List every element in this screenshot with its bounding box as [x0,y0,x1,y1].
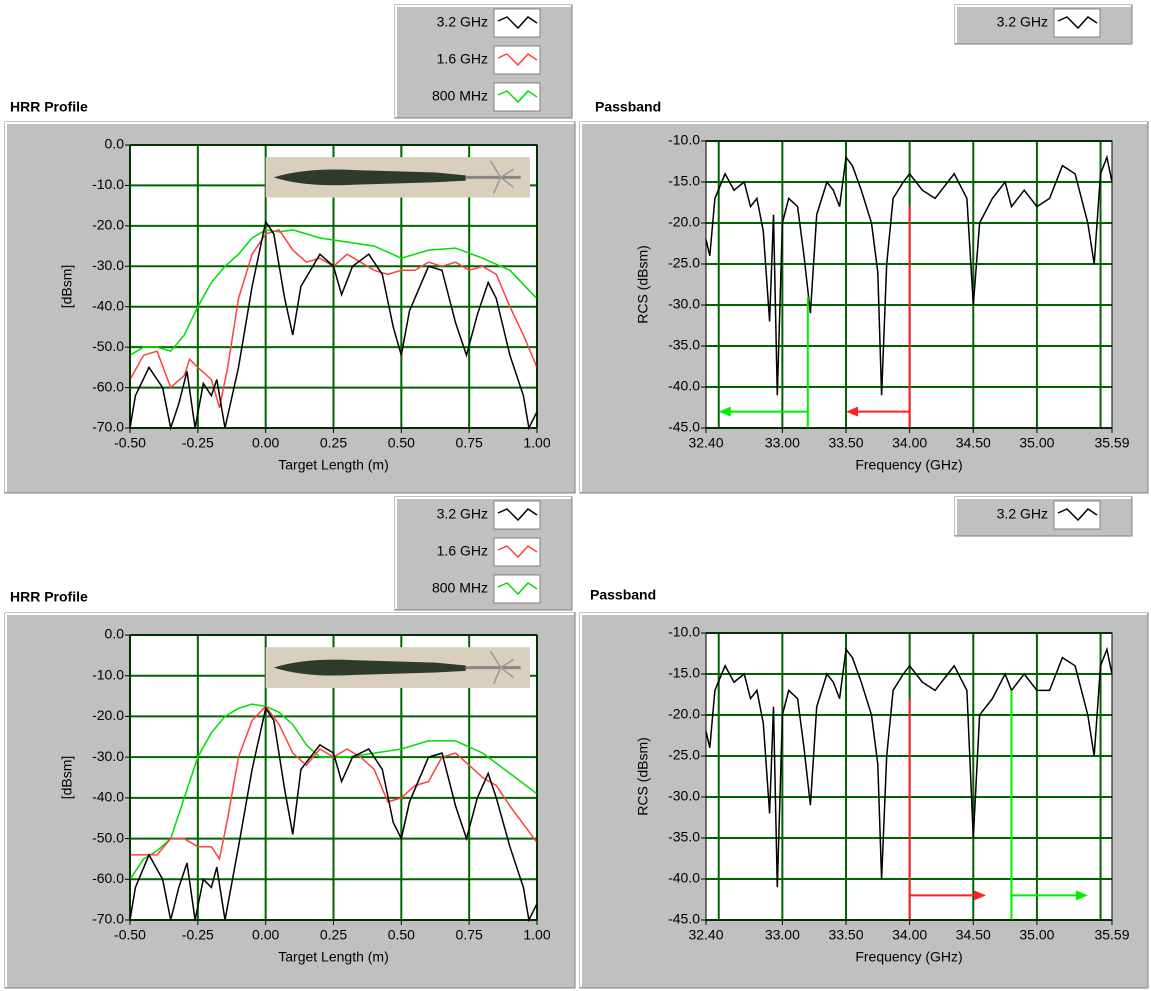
chart-title: HRR Profile [10,99,88,115]
y-tick-label: -40.0 [668,870,700,886]
y-tick-label: -70.0 [92,911,124,927]
y-tick-label: -10.0 [668,132,700,148]
y-tick-label: -25.0 [668,747,700,763]
legend-swatch-box [494,83,540,111]
y-tick-label: -10.0 [92,176,124,192]
x-tick-label: -0.25 [182,435,214,451]
x-tick-label: 1.00 [523,435,550,451]
y-tick-label: -40.0 [668,378,700,394]
legend-swatch-box [494,9,540,37]
x-tick-label: 35.59 [1094,927,1129,943]
x-tick-label: 0.75 [456,927,483,943]
legend-label: 800 MHz [432,88,488,104]
y-tick-label: -20.0 [92,707,124,723]
y-tick-label: -45.0 [668,419,700,435]
x-tick-label: 0.25 [320,927,347,943]
x-tick-label: 32.40 [688,927,723,943]
y-tick-label: -30.0 [668,296,700,312]
y-tick-label: -50.0 [92,338,124,354]
screenshot: HRR Profile 0.0 -10.0 -20.0 -30.0 -40.0 -50.0 -… [0,0,1151,991]
legend-label: 1.6 GHz [437,543,488,559]
chart-title: Passband [590,587,656,603]
x-tick-label: 0.25 [320,435,347,451]
page: {"chart_data": [ {"type": "line", "title… [0,0,1151,991]
y-tick-label: -30.0 [92,748,124,764]
y-tick-label: -30.0 [668,788,700,804]
x-tick-label: 35.00 [1019,927,1054,943]
y-tick-label: -20.0 [668,706,700,722]
y-axis-label: [dBsm] [59,265,75,309]
x-tick-label: -0.50 [114,927,146,943]
y-tick-label: -40.0 [92,297,124,313]
x-tick-label: 1.00 [523,927,550,943]
x-tick-label: 35.59 [1094,435,1129,451]
x-axis-label: Target Length (m) [278,949,389,965]
x-tick-label: 34.50 [956,927,991,943]
y-tick-label: -60.0 [92,378,124,394]
y-tick-label: -50.0 [92,829,124,845]
chart-title: HRR Profile [10,589,88,605]
legend-swatch-box [494,46,540,74]
legend-label: 3.2 GHz [437,14,488,30]
y-tick-label: -15.0 [668,665,700,681]
y-tick-label: -45.0 [668,911,700,927]
y-axis-label: RCS (dBsm) [635,245,651,324]
y-tick-label: -35.0 [668,829,700,845]
x-tick-label: 33.50 [828,927,863,943]
legend-swatch-box [494,501,540,529]
y-tick-label: -40.0 [92,789,124,805]
x-tick-label: 0.50 [388,927,415,943]
legend-swatch-box [1054,9,1100,37]
x-tick-label: 34.00 [892,927,927,943]
x-tick-label: 0.75 [456,435,483,451]
x-tick-label: 0.00 [252,927,279,943]
x-axis-label: Frequency (GHz) [855,457,962,473]
x-tick-label: 0.50 [388,435,415,451]
y-tick-label: -25.0 [668,255,700,271]
x-axis-label: Target Length (m) [278,457,389,473]
legend-swatch-box [1054,501,1100,529]
x-tick-label: 34.00 [892,435,927,451]
y-axis-label: [dBsm] [59,756,75,800]
x-tick-label: 33.50 [828,435,863,451]
chart-title: Passband [595,99,661,115]
x-tick-label: 0.00 [252,435,279,451]
x-axis-label: Frequency (GHz) [855,949,962,965]
legend-label: 800 MHz [432,580,488,596]
x-tick-label: -0.50 [114,435,146,451]
legend-label: 3.2 GHz [437,506,488,522]
y-tick-label: -10.0 [92,666,124,682]
y-tick-label: -35.0 [668,337,700,353]
y-tick-label: -60.0 [92,870,124,886]
y-tick-label: -20.0 [668,214,700,230]
y-tick-label: 0.0 [105,626,125,642]
y-tick-label: 0.0 [105,136,125,152]
x-tick-label: 33.00 [765,927,800,943]
x-tick-label: -0.25 [182,927,214,943]
x-tick-label: 33.00 [765,435,800,451]
x-tick-label: 34.50 [956,435,991,451]
y-tick-label: -10.0 [668,624,700,640]
legend-label: 1.6 GHz [437,51,488,67]
legend-swatch-box [494,575,540,603]
y-tick-label: -30.0 [92,257,124,273]
x-tick-label: 35.00 [1019,435,1054,451]
x-tick-label: 32.40 [688,435,723,451]
y-tick-label: -20.0 [92,217,124,233]
y-axis-label: RCS (dBsm) [635,737,651,816]
legend-label: 3.2 GHz [997,506,1048,522]
legend-swatch-box [494,538,540,566]
y-tick-label: -15.0 [668,173,700,189]
y-tick-label: -70.0 [92,419,124,435]
legend-label: 3.2 GHz [997,14,1048,30]
